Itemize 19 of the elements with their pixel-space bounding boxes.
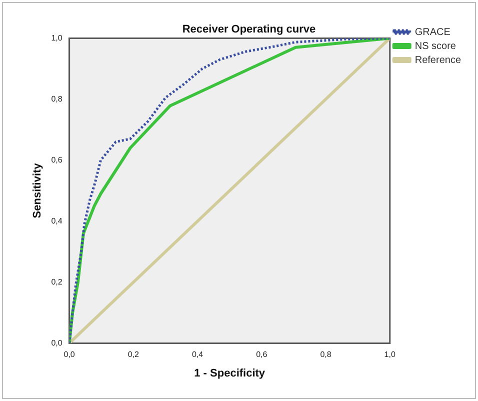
x-axis-title: 1 - Specificity — [194, 367, 266, 380]
line-series — [69, 38, 390, 344]
legend-label: Reference — [414, 54, 462, 66]
x-tick-label: 1,0 — [384, 350, 396, 360]
x-tick-label: 0,0 — [64, 350, 76, 360]
legend-label: NS score — [414, 40, 456, 52]
y-tick-label: 1,0 — [51, 33, 63, 42]
y-tick-label: 0,6 — [51, 155, 63, 164]
x-tick-label: 0,8 — [320, 350, 332, 360]
y-tick-label: 0,8 — [51, 94, 63, 104]
chart-title: Receiver Operating curve — [182, 24, 316, 36]
y-tick-label: 0,0 — [51, 338, 63, 348]
y-tick-label: 0,4 — [51, 216, 63, 226]
y-tick-label: 0,2 — [51, 277, 63, 286]
x-tick-label: 0,6 — [256, 350, 268, 360]
legend-label: GRACE — [414, 26, 451, 38]
x-tick-label: 0,4 — [192, 350, 204, 360]
y-axis-title: Sensitivity — [32, 162, 44, 218]
x-tick-label: 0,2 — [128, 350, 140, 360]
